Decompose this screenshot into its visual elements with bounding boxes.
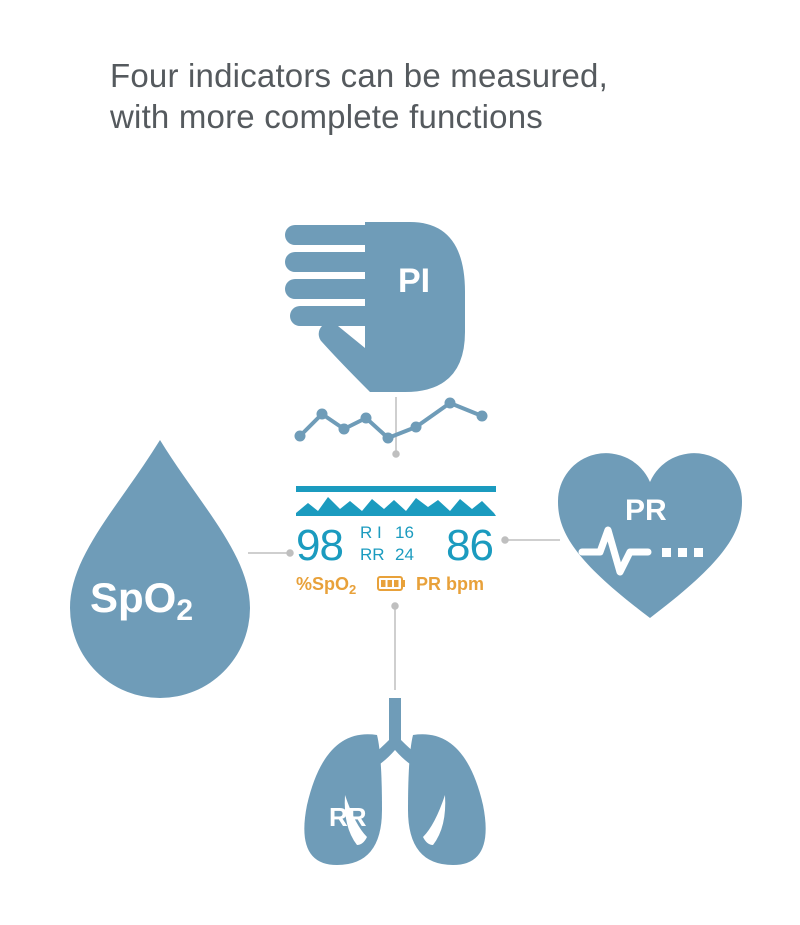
rr-small-label: RR xyxy=(360,545,385,564)
pr-label: PR xyxy=(625,494,667,527)
infographic-canvas: PI SpO2 PR RR xyxy=(0,0,800,925)
spo2-value: 98 xyxy=(296,521,343,570)
center-display: 98 86 R I 16 RR 24 %SpO2 PR bpm xyxy=(296,486,496,597)
unit-spo2: %SpO2 xyxy=(296,574,356,597)
rr-small-value: 24 xyxy=(395,545,414,564)
lungs-icon: RR xyxy=(304,698,485,865)
ri-value: 16 xyxy=(395,523,414,542)
hand-icon: PI xyxy=(285,222,465,392)
connector-lines xyxy=(248,397,560,690)
drop-icon: SpO2 xyxy=(70,440,250,698)
sparkline xyxy=(295,398,488,444)
unit-prbpm: PR bpm xyxy=(416,574,484,594)
rr-label: RR xyxy=(329,802,367,832)
pr-value: 86 xyxy=(446,521,493,570)
battery-icon xyxy=(378,577,405,590)
pi-label: PI xyxy=(398,262,430,300)
heart-icon: PR xyxy=(558,453,742,618)
ri-label: R I xyxy=(360,523,382,542)
ecg-dots xyxy=(662,548,703,557)
